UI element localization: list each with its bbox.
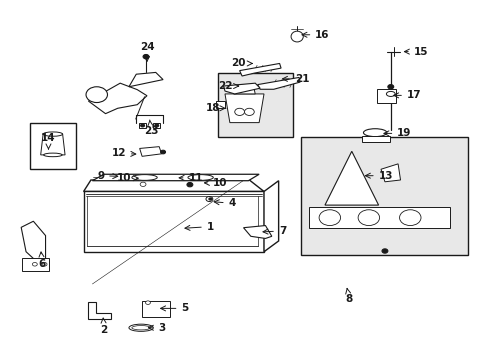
Circle shape: [387, 85, 393, 89]
Bar: [361, 136, 389, 141]
Text: 12: 12: [111, 148, 136, 158]
Text: 6: 6: [39, 252, 46, 269]
Circle shape: [319, 210, 340, 226]
Ellipse shape: [43, 153, 62, 157]
Circle shape: [205, 197, 212, 202]
Circle shape: [42, 262, 47, 266]
Text: 10: 10: [116, 173, 138, 183]
Circle shape: [32, 262, 37, 266]
Ellipse shape: [290, 31, 303, 42]
Polygon shape: [243, 226, 271, 238]
Text: 22: 22: [217, 81, 238, 91]
Polygon shape: [88, 302, 111, 319]
Polygon shape: [257, 77, 300, 89]
Polygon shape: [380, 164, 400, 182]
Polygon shape: [21, 221, 45, 261]
Text: 8: 8: [345, 288, 352, 304]
Ellipse shape: [363, 129, 386, 136]
Ellipse shape: [187, 175, 213, 180]
Text: 1: 1: [184, 222, 214, 231]
Circle shape: [140, 182, 146, 186]
Bar: [300, 137, 467, 255]
Text: 10: 10: [204, 178, 227, 188]
Circle shape: [155, 124, 158, 127]
Bar: [308, 207, 449, 228]
Text: 24: 24: [140, 42, 154, 62]
Bar: [83, 192, 264, 252]
Circle shape: [234, 108, 244, 116]
Text: 16: 16: [302, 30, 329, 40]
Ellipse shape: [386, 91, 394, 96]
Text: 15: 15: [404, 46, 427, 57]
Ellipse shape: [132, 325, 150, 330]
Text: 11: 11: [179, 173, 203, 183]
Ellipse shape: [43, 132, 62, 136]
Polygon shape: [223, 83, 260, 94]
Polygon shape: [233, 85, 255, 94]
Text: 9: 9: [97, 171, 118, 181]
Polygon shape: [264, 181, 278, 252]
Polygon shape: [224, 94, 264, 123]
Polygon shape: [239, 63, 281, 76]
Circle shape: [160, 150, 165, 154]
Text: 20: 20: [231, 58, 252, 68]
Circle shape: [86, 87, 107, 103]
Bar: [376, 89, 395, 103]
Bar: [142, 301, 170, 317]
Circle shape: [141, 124, 144, 127]
Ellipse shape: [129, 324, 153, 331]
Text: 5: 5: [160, 303, 188, 314]
Circle shape: [381, 249, 387, 253]
Text: 13: 13: [365, 171, 392, 181]
Bar: [30, 123, 76, 169]
Text: 18: 18: [205, 103, 225, 113]
Circle shape: [145, 301, 150, 305]
Circle shape: [186, 183, 192, 187]
Bar: [217, 73, 293, 137]
Polygon shape: [41, 134, 65, 155]
Text: 21: 21: [282, 74, 308, 84]
Bar: [139, 123, 146, 128]
Polygon shape: [140, 147, 161, 156]
Polygon shape: [129, 72, 163, 87]
Text: 7: 7: [263, 226, 285, 236]
Ellipse shape: [132, 175, 157, 180]
Circle shape: [208, 198, 211, 200]
Text: 14: 14: [41, 133, 56, 149]
Text: 17: 17: [393, 90, 421, 100]
Circle shape: [399, 210, 420, 226]
Circle shape: [143, 54, 149, 59]
Polygon shape: [83, 180, 264, 192]
Bar: [153, 123, 160, 128]
Bar: [22, 258, 49, 271]
Text: 2: 2: [100, 318, 107, 335]
Polygon shape: [216, 101, 224, 108]
Text: 19: 19: [383, 129, 411, 138]
Polygon shape: [325, 151, 378, 205]
Polygon shape: [92, 174, 259, 181]
Polygon shape: [88, 83, 147, 114]
Text: 4: 4: [214, 198, 236, 208]
Text: 3: 3: [148, 323, 165, 333]
Circle shape: [244, 108, 254, 116]
Circle shape: [357, 210, 379, 226]
Text: 23: 23: [143, 120, 158, 135]
